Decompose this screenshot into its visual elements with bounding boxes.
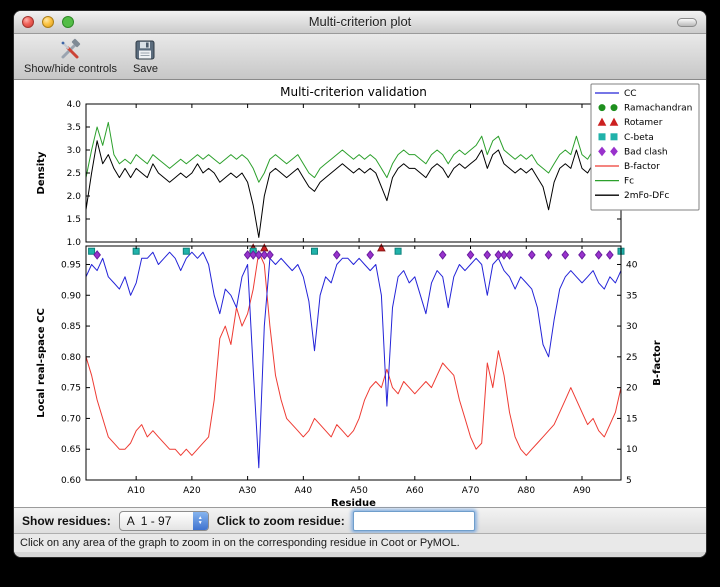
series-Fc — [85, 121, 622, 183]
svg-text:40: 40 — [626, 260, 638, 270]
toolbar-toggle-button[interactable] — [677, 18, 697, 27]
title-bar[interactable]: Multi-criterion plot — [14, 11, 706, 34]
svg-text:4.0: 4.0 — [67, 100, 82, 110]
svg-text:1.5: 1.5 — [67, 215, 81, 225]
svg-text:0.75: 0.75 — [61, 384, 81, 394]
svg-text:0.95: 0.95 — [61, 260, 81, 270]
plot-canvas[interactable]: 1.0 1.5 2.0 2.5 3.0 3.5 4.0 0.60 0.65 0.70 0.75 0.8… — [14, 80, 706, 509]
svg-text:A10: A10 — [127, 486, 145, 496]
figure-svg[interactable]: 1.0 1.5 2.0 2.5 3.0 3.5 4.0 0.60 0.65 0.70 0.75 0.8… — [14, 80, 706, 509]
svg-text:CC: CC — [624, 89, 637, 99]
show-hide-controls-button[interactable]: Show/hide controls — [24, 38, 117, 75]
svg-text:B-factor: B-factor — [624, 162, 660, 172]
svg-text:Local real-space CC: Local real-space CC — [36, 308, 47, 418]
svg-text:10: 10 — [626, 445, 638, 455]
status-text: Click on any area of the graph to zoom i… — [20, 537, 460, 549]
svg-text:3.5: 3.5 — [67, 123, 81, 133]
window-bottom-edge — [14, 552, 706, 557]
series-CC — [85, 251, 622, 469]
save-button[interactable]: Save — [133, 38, 158, 75]
residue-range-value: A 1 - 97 — [126, 513, 172, 528]
residue-range-select[interactable]: A 1 - 97 ▲ ▼ — [118, 510, 209, 531]
cc-plot-frame — [85, 245, 622, 481]
svg-text:Fc: Fc — [624, 177, 634, 187]
close-button[interactable] — [22, 16, 34, 28]
window-title: Multi-criterion plot — [308, 14, 412, 29]
svg-text:A30: A30 — [239, 486, 257, 496]
svg-text:A20: A20 — [183, 486, 201, 496]
multi-criterion-plot-window: Multi-criterion plot Show/hide controls — [13, 10, 707, 558]
svg-text:0.60: 0.60 — [61, 476, 81, 486]
svg-text:A60: A60 — [406, 486, 424, 496]
controls-bar: Show residues: A 1 - 97 ▲ ▼ Click to zoom… — [14, 507, 706, 533]
svg-text:B-factor: B-factor — [652, 340, 663, 385]
save-icon — [135, 40, 155, 60]
svg-text:1.0: 1.0 — [67, 238, 82, 248]
svg-text:C-beta: C-beta — [624, 133, 654, 143]
svg-text:0.65: 0.65 — [61, 445, 81, 455]
zoom-window-button[interactable] — [62, 16, 74, 28]
window-controls — [22, 16, 74, 28]
toolbar: Show/hide controls Save — [14, 34, 706, 80]
svg-text:Residue: Residue — [331, 498, 376, 507]
svg-text:0.85: 0.85 — [61, 322, 81, 332]
svg-text:0.70: 0.70 — [61, 414, 81, 424]
svg-text:Multi-criterion validation: Multi-criterion validation — [280, 85, 427, 99]
svg-text:3.0: 3.0 — [67, 146, 82, 156]
svg-text:5: 5 — [626, 476, 632, 486]
svg-text:25: 25 — [626, 353, 637, 363]
legend: CC Ramachandran Rotamer C-beta Bad clash B-fa… — [590, 83, 700, 211]
svg-text:2.5: 2.5 — [67, 169, 81, 179]
tool-label: Show/hide controls — [24, 63, 117, 75]
svg-text:A40: A40 — [295, 486, 313, 496]
series-2mFo-DFc — [85, 140, 622, 238]
svg-text:Ramachandran: Ramachandran — [624, 104, 692, 114]
show-residues-label: Show residues: — [22, 513, 111, 528]
svg-text:A50: A50 — [350, 486, 368, 496]
cc-plot-bg[interactable] — [86, 246, 621, 480]
svg-text:A80: A80 — [517, 486, 535, 496]
markers-bad-clash — [93, 250, 614, 260]
svg-text:15: 15 — [626, 414, 637, 424]
tools-icon — [61, 38, 81, 59]
svg-text:2mFo-DFc: 2mFo-DFc — [624, 191, 669, 201]
svg-text:0.90: 0.90 — [61, 291, 81, 301]
svg-text:Bad clash: Bad clash — [624, 147, 668, 157]
series-B-factor — [85, 251, 622, 456]
svg-text:35: 35 — [626, 291, 637, 301]
zoom-residue-input[interactable] — [352, 510, 475, 531]
popup-stepper-icon: ▲ ▼ — [192, 511, 208, 530]
status-bar: Click on any area of the graph to zoom i… — [14, 533, 706, 552]
minimize-button[interactable] — [42, 16, 54, 28]
svg-text:Rotamer: Rotamer — [624, 118, 663, 128]
svg-text:2.0: 2.0 — [67, 192, 82, 202]
svg-text:Density: Density — [36, 151, 47, 194]
svg-text:20: 20 — [626, 384, 638, 394]
svg-text:0.80: 0.80 — [61, 353, 81, 363]
zoom-residue-label: Click to zoom residue: — [216, 513, 345, 528]
svg-text:A70: A70 — [462, 486, 480, 496]
tool-label: Save — [132, 63, 159, 75]
svg-text:30: 30 — [626, 322, 638, 332]
svg-text:A90: A90 — [573, 486, 591, 496]
